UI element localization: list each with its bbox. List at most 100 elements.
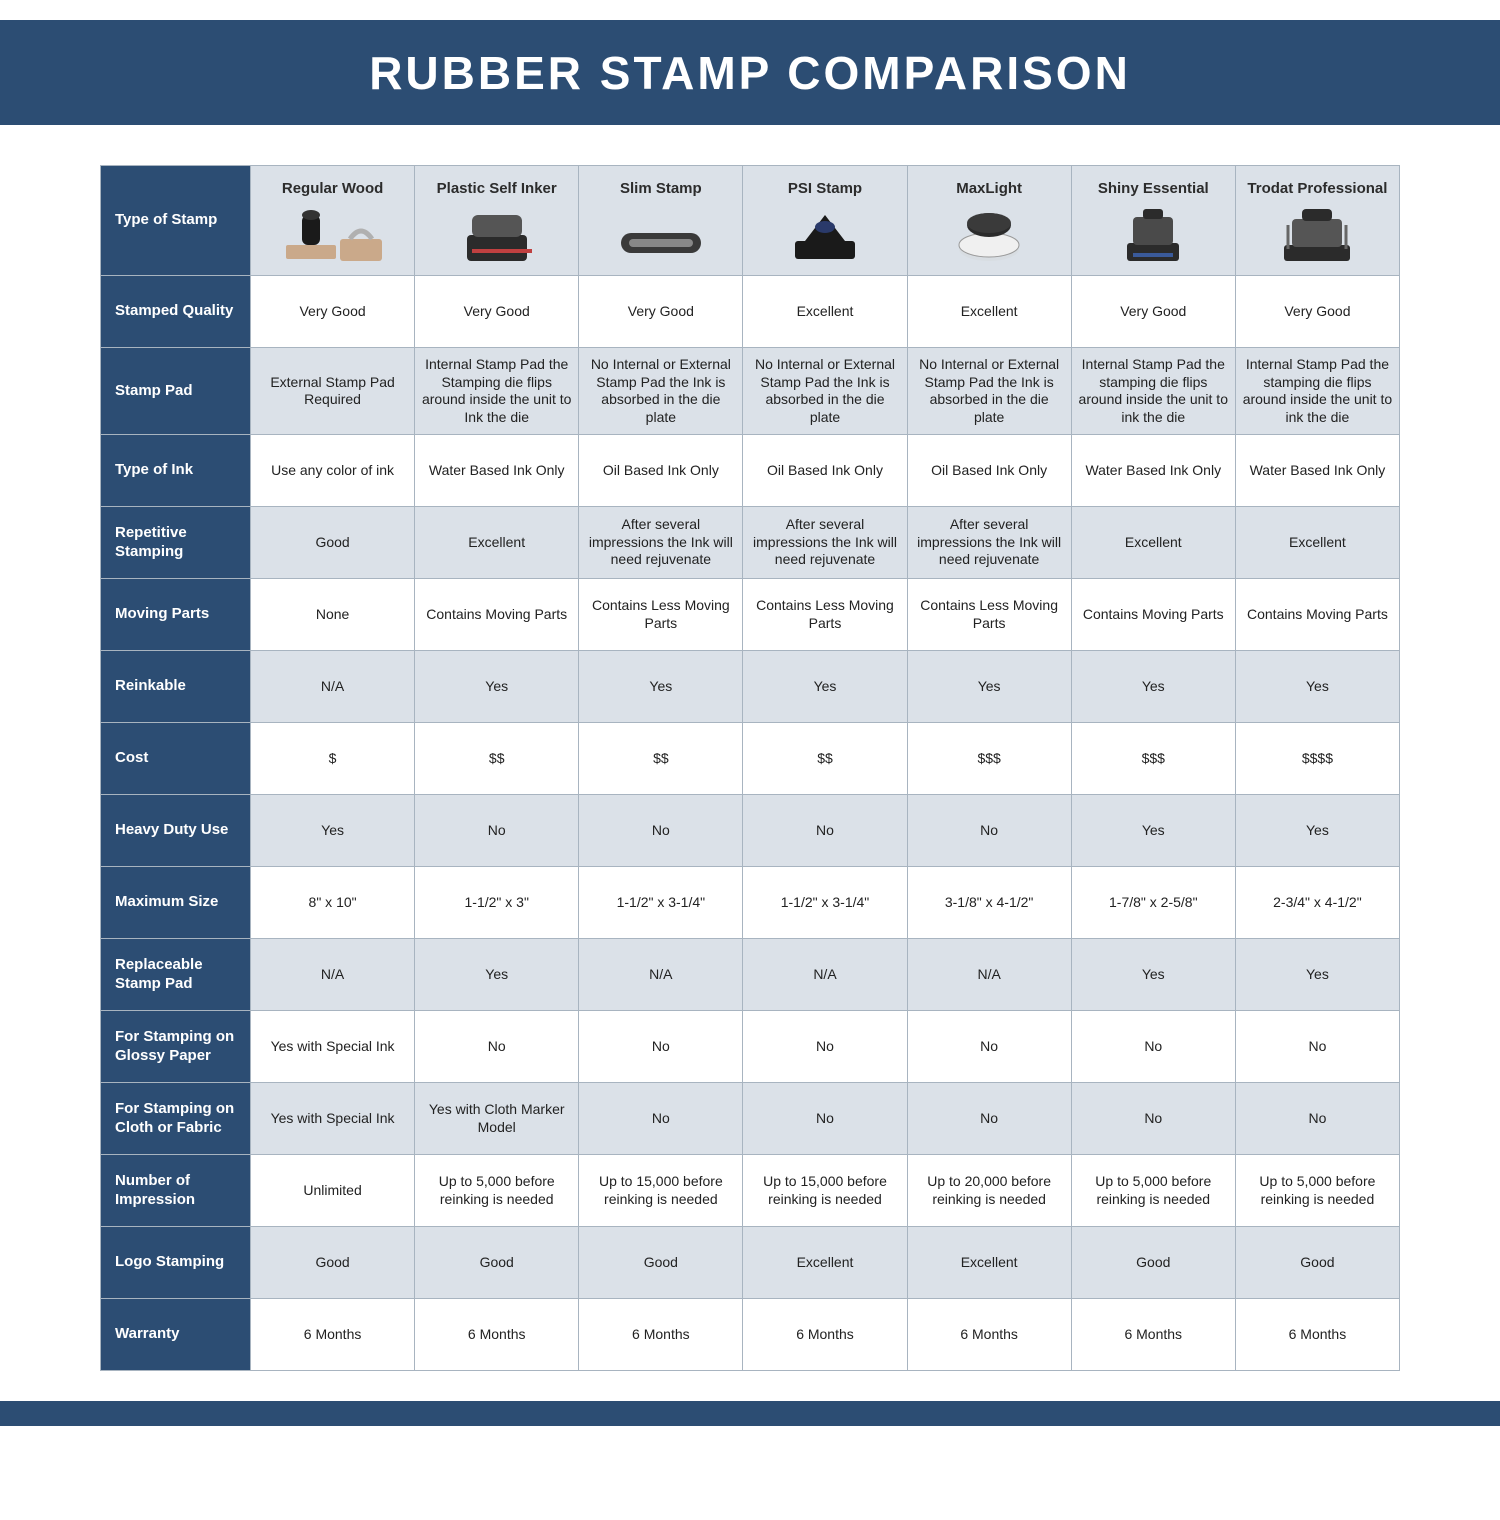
table-cell: 6 Months bbox=[415, 1299, 579, 1371]
table-cell: Oil Based Ink Only bbox=[579, 435, 743, 507]
row-label: Reinkable bbox=[101, 651, 251, 723]
table-cell: No bbox=[579, 1011, 743, 1083]
table-cell: Excellent bbox=[415, 507, 579, 579]
table-cell: No bbox=[743, 1011, 907, 1083]
table-cell: No bbox=[415, 1011, 579, 1083]
table-cell: 1-1/2" x 3-1/4" bbox=[579, 867, 743, 939]
table-cell: $$$ bbox=[1071, 723, 1235, 795]
table-cell: No Internal or External Stamp Pad the In… bbox=[579, 348, 743, 435]
table-cell: Water Based Ink Only bbox=[1071, 435, 1235, 507]
column-header: Trodat Professional bbox=[1235, 166, 1399, 276]
table-cell: 1-1/2" x 3" bbox=[415, 867, 579, 939]
row-label: Heavy Duty Use bbox=[101, 795, 251, 867]
table-cell: Excellent bbox=[743, 276, 907, 348]
table-cell: 6 Months bbox=[579, 1299, 743, 1371]
table-cell: Excellent bbox=[743, 1227, 907, 1299]
table-cell: Yes bbox=[415, 651, 579, 723]
table-cell: Yes bbox=[579, 651, 743, 723]
table-cell: Yes bbox=[1235, 651, 1399, 723]
column-label: MaxLight bbox=[956, 180, 1022, 199]
table-cell: No bbox=[907, 1083, 1071, 1155]
table-cell: Internal Stamp Pad the stamping die flip… bbox=[1071, 348, 1235, 435]
table-cell: Yes with Special Ink bbox=[251, 1083, 415, 1155]
column-label: Regular Wood bbox=[282, 180, 383, 199]
column-label: Plastic Self Inker bbox=[437, 180, 557, 199]
column-header: Shiny Essential bbox=[1071, 166, 1235, 276]
row-label: For Stamping on Glossy Paper bbox=[101, 1011, 251, 1083]
table-cell: No bbox=[907, 1011, 1071, 1083]
table-cell: Internal Stamp Pad the Stamping die flip… bbox=[415, 348, 579, 435]
column-label: PSI Stamp bbox=[788, 180, 862, 199]
table-cell: 2-3/4" x 4-1/2" bbox=[1235, 867, 1399, 939]
row-label: Number of Impression bbox=[101, 1155, 251, 1227]
table-cell: No bbox=[1071, 1083, 1235, 1155]
table-cell: Very Good bbox=[251, 276, 415, 348]
table-row: ReinkableN/AYesYesYesYesYesYes bbox=[101, 651, 1400, 723]
row-label: Warranty bbox=[101, 1299, 251, 1371]
table-cell: Oil Based Ink Only bbox=[907, 435, 1071, 507]
table-cell: After several impressions the Ink will n… bbox=[743, 507, 907, 579]
table-cell: Excellent bbox=[907, 1227, 1071, 1299]
table-cell: 6 Months bbox=[907, 1299, 1071, 1371]
table-cell: Yes bbox=[1071, 651, 1235, 723]
stamp-icon bbox=[611, 205, 711, 265]
comparison-table: Type of Stamp Regular Wood Plastic Self … bbox=[100, 165, 1400, 1371]
table-cell: Good bbox=[415, 1227, 579, 1299]
row-label: For Stamping on Cloth or Fabric bbox=[101, 1083, 251, 1155]
table-row: Moving PartsNoneContains Moving PartsCon… bbox=[101, 579, 1400, 651]
title-bar: RUBBER STAMP COMPARISON bbox=[0, 20, 1500, 125]
stamp-icon bbox=[949, 205, 1029, 265]
table-cell: Up to 15,000 before reinking is needed bbox=[743, 1155, 907, 1227]
table-cell: No bbox=[415, 795, 579, 867]
table-cell: Very Good bbox=[579, 276, 743, 348]
table-row: Stamp PadExternal Stamp Pad RequiredInte… bbox=[101, 348, 1400, 435]
stamp-icon bbox=[452, 205, 542, 265]
table-cell: Up to 15,000 before reinking is needed bbox=[579, 1155, 743, 1227]
column-header: Plastic Self Inker bbox=[415, 166, 579, 276]
table-cell: Excellent bbox=[1071, 507, 1235, 579]
table-cell: No Internal or External Stamp Pad the In… bbox=[743, 348, 907, 435]
table-cell: Very Good bbox=[1071, 276, 1235, 348]
table-row: Maximum Size8" x 10"1-1/2" x 3"1-1/2" x … bbox=[101, 867, 1400, 939]
row-label: Stamp Pad bbox=[101, 348, 251, 435]
table-cell: Yes bbox=[415, 939, 579, 1011]
table-row: Type of InkUse any color of inkWater Bas… bbox=[101, 435, 1400, 507]
table-cell: Very Good bbox=[1235, 276, 1399, 348]
table-cell: No bbox=[743, 1083, 907, 1155]
table-cell: Up to 5,000 before reinking is needed bbox=[415, 1155, 579, 1227]
table-cell: Contains Less Moving Parts bbox=[743, 579, 907, 651]
table-cell: Yes with Cloth Marker Model bbox=[415, 1083, 579, 1155]
table-cell: N/A bbox=[251, 651, 415, 723]
table-cell: Use any color of ink bbox=[251, 435, 415, 507]
table-row: Number of ImpressionUnlimitedUp to 5,000… bbox=[101, 1155, 1400, 1227]
table-cell: No bbox=[579, 1083, 743, 1155]
table-cell: Yes bbox=[1235, 795, 1399, 867]
column-label: Trodat Professional bbox=[1247, 180, 1387, 199]
table-cell: Up to 20,000 before reinking is needed bbox=[907, 1155, 1071, 1227]
table-cell: Unlimited bbox=[251, 1155, 415, 1227]
table-cell: No bbox=[1235, 1083, 1399, 1155]
column-header: MaxLight bbox=[907, 166, 1071, 276]
footer-bar bbox=[0, 1401, 1500, 1426]
table-cell: Up to 5,000 before reinking is needed bbox=[1071, 1155, 1235, 1227]
row-label: Replaceable Stamp Pad bbox=[101, 939, 251, 1011]
table-cell: Water Based Ink Only bbox=[415, 435, 579, 507]
table-cell: Good bbox=[1071, 1227, 1235, 1299]
table-cell: N/A bbox=[743, 939, 907, 1011]
row-label: Cost bbox=[101, 723, 251, 795]
table-cell: 6 Months bbox=[1235, 1299, 1399, 1371]
table-cell: After several impressions the Ink will n… bbox=[907, 507, 1071, 579]
row-label: Stamped Quality bbox=[101, 276, 251, 348]
table-cell: Water Based Ink Only bbox=[1235, 435, 1399, 507]
table-cell: Internal Stamp Pad the stamping die flip… bbox=[1235, 348, 1399, 435]
row-label: Moving Parts bbox=[101, 579, 251, 651]
table-row: Cost$$$$$$$$$$$$$$$$$ bbox=[101, 723, 1400, 795]
table-body: Stamped QualityVery GoodVery GoodVery Go… bbox=[101, 276, 1400, 1371]
column-label: Shiny Essential bbox=[1098, 180, 1209, 199]
table-cell: Good bbox=[251, 1227, 415, 1299]
column-header: PSI Stamp bbox=[743, 166, 907, 276]
table-cell: External Stamp Pad Required bbox=[251, 348, 415, 435]
table-cell: Excellent bbox=[907, 276, 1071, 348]
table-row: For Stamping on Glossy PaperYes with Spe… bbox=[101, 1011, 1400, 1083]
table-cell: No Internal or External Stamp Pad the In… bbox=[907, 348, 1071, 435]
